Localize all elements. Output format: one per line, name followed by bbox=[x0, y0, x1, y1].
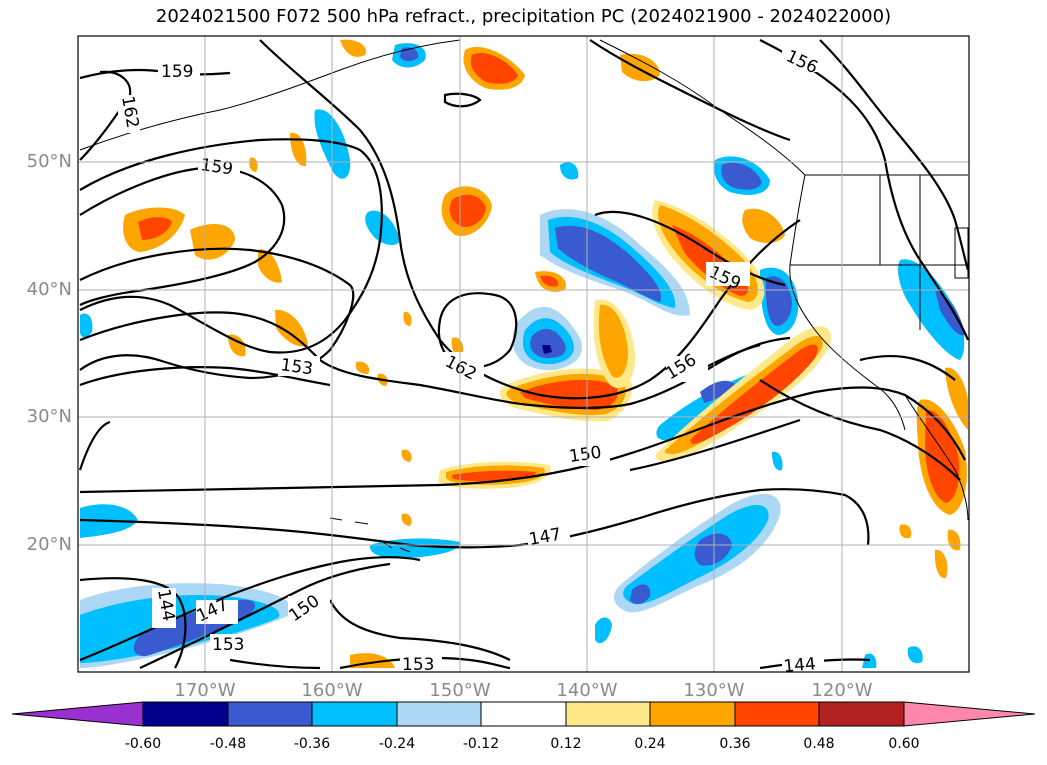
positive-anomaly-cells bbox=[123, 39, 968, 668]
colorbar-low-extension bbox=[11, 701, 144, 727]
colorbar bbox=[11, 701, 1036, 727]
lon-label-150w: 150°W bbox=[429, 680, 491, 701]
graticule bbox=[78, 36, 969, 672]
colorbar-tick: -0.48 bbox=[209, 736, 247, 752]
coastlines bbox=[79, 39, 969, 553]
contour-label-group: 159 162 159 156 159 162 156 153 150 147 … bbox=[117, 46, 826, 677]
lon-label-140w: 140°W bbox=[556, 680, 618, 701]
lat-label-20n: 20°N bbox=[26, 534, 72, 555]
lat-label-50n: 50°N bbox=[26, 151, 72, 172]
contour-label: 144 bbox=[783, 654, 817, 677]
contour-label: 153 bbox=[212, 635, 244, 655]
contour-label: 150 bbox=[568, 443, 603, 467]
colorbar-tick: 0.60 bbox=[888, 736, 920, 752]
colorbar-tick: 0.12 bbox=[550, 736, 582, 752]
lon-label-130w: 130°W bbox=[683, 680, 745, 701]
map-frame bbox=[77, 35, 970, 673]
colorbar-tick: -0.60 bbox=[124, 736, 162, 752]
negative-anomaly-cells bbox=[80, 43, 965, 668]
lon-label-160w: 160°W bbox=[301, 680, 363, 701]
map-title: 2024021500 F072 500 hPa refract., precip… bbox=[155, 6, 892, 27]
colorbar-tick: -0.24 bbox=[378, 736, 416, 752]
colorbar-high-extension bbox=[903, 701, 1036, 727]
precip-shading bbox=[80, 39, 968, 668]
colorbar-tick: -0.36 bbox=[293, 736, 331, 752]
contour-label: 153 bbox=[279, 355, 314, 379]
lat-label-30n: 30°N bbox=[26, 406, 72, 427]
colorbar-tick: 0.24 bbox=[634, 736, 666, 752]
colorbar-tick: -0.12 bbox=[462, 736, 500, 752]
contour-label: 159 bbox=[161, 62, 193, 82]
colorbar-tick: 0.36 bbox=[719, 736, 751, 752]
contour-label: 153 bbox=[402, 655, 434, 675]
lon-label-120w: 120°W bbox=[811, 680, 873, 701]
lat-label-40n: 40°N bbox=[26, 279, 72, 300]
lon-label-170w: 170°W bbox=[174, 680, 236, 701]
colorbar-tick: 0.48 bbox=[803, 736, 835, 752]
